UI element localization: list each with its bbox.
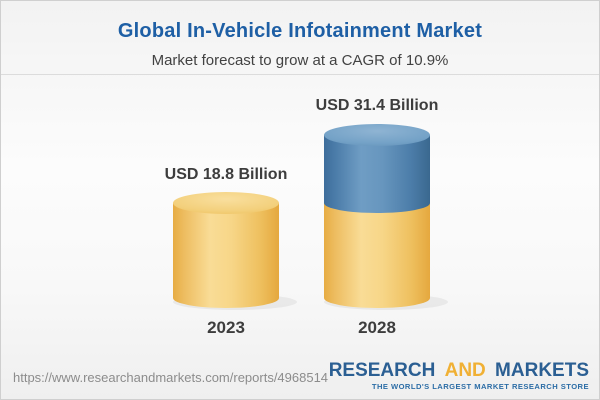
category-label-2023: 2023 (207, 318, 245, 337)
logo-wordmark: RESEARCH AND MARKETS (329, 361, 589, 381)
category-label-2028: 2028 (358, 318, 396, 337)
cylinder-2023 (173, 192, 279, 308)
header-divider (1, 74, 599, 75)
value-label-2023: USD 18.8 Billion (164, 166, 288, 183)
logo-word-research: RESEARCH (328, 360, 436, 381)
logo-word-markets: MARKETS (495, 360, 589, 381)
cylinder-2028 (324, 124, 430, 308)
logo-word-and: AND (444, 360, 486, 381)
chart-title: Global In-Vehicle Infotainment Market (117, 20, 483, 42)
report-url: https://www.researchandmarkets.com/repor… (13, 370, 329, 385)
logo-tagline: THE WORLD'S LARGEST MARKET RESEARCH STOR… (371, 382, 589, 391)
research-and-markets-logo: RESEARCH AND MARKETS THE WORLD'S LARGEST… (329, 361, 589, 392)
chart-subtitle: Market forecast to grow at a CAGR of 10.… (151, 52, 449, 69)
value-label-2028: USD 31.4 Billion (315, 97, 439, 114)
